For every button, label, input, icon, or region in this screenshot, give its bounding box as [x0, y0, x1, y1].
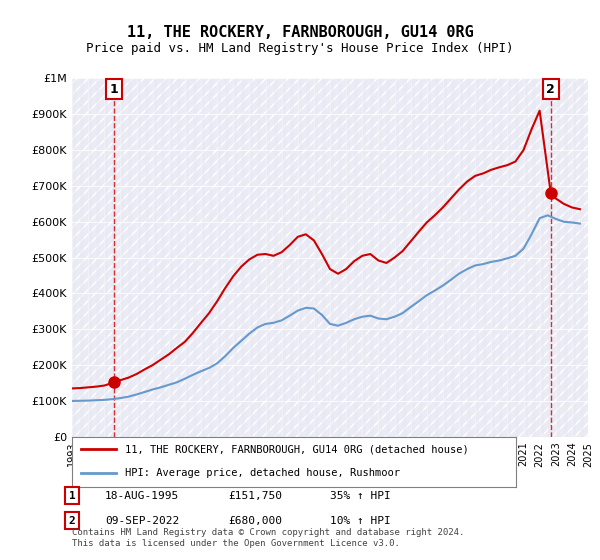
Text: 11, THE ROCKERY, FARNBOROUGH, GU14 0RG (detached house): 11, THE ROCKERY, FARNBOROUGH, GU14 0RG (… — [125, 445, 469, 454]
Bar — [330, 78, 334, 437]
Bar — [314, 78, 318, 437]
Bar — [193, 78, 197, 437]
Bar — [499, 78, 503, 437]
Bar — [354, 78, 358, 437]
Bar — [362, 78, 366, 437]
Bar — [225, 78, 229, 437]
Bar — [169, 78, 173, 437]
Bar — [161, 78, 165, 437]
Text: 09-SEP-2022: 09-SEP-2022 — [105, 516, 179, 526]
Bar — [338, 78, 342, 437]
Bar — [346, 78, 350, 437]
Bar — [410, 78, 415, 437]
Bar — [395, 78, 398, 437]
Bar — [250, 78, 253, 437]
Bar — [145, 78, 149, 437]
Text: £680,000: £680,000 — [228, 516, 282, 526]
Text: 10% ↑ HPI: 10% ↑ HPI — [330, 516, 391, 526]
Bar — [580, 78, 584, 437]
Bar — [104, 78, 108, 437]
Text: HPI: Average price, detached house, Rushmoor: HPI: Average price, detached house, Rush… — [125, 468, 400, 478]
Bar — [298, 78, 302, 437]
Bar — [548, 78, 552, 437]
Bar — [274, 78, 278, 437]
Bar — [241, 78, 245, 437]
Bar — [435, 78, 439, 437]
Bar — [306, 78, 310, 437]
Bar — [564, 78, 568, 437]
Text: Contains HM Land Registry data © Crown copyright and database right 2024.
This d: Contains HM Land Registry data © Crown c… — [72, 528, 464, 548]
Bar — [72, 78, 76, 437]
Text: 1: 1 — [110, 83, 119, 96]
Text: 1: 1 — [68, 491, 76, 501]
Bar — [201, 78, 205, 437]
Text: 18-AUG-1995: 18-AUG-1995 — [105, 491, 179, 501]
Bar — [539, 78, 544, 437]
Bar — [217, 78, 221, 437]
Bar — [532, 78, 536, 437]
Bar — [281, 78, 286, 437]
Text: Price paid vs. HM Land Registry's House Price Index (HPI): Price paid vs. HM Land Registry's House … — [86, 42, 514, 55]
Text: 2: 2 — [547, 83, 555, 96]
Bar — [386, 78, 391, 437]
Bar — [556, 78, 560, 437]
Text: £151,750: £151,750 — [228, 491, 282, 501]
Bar — [290, 78, 294, 437]
Bar — [523, 78, 527, 437]
Bar — [88, 78, 92, 437]
Bar — [128, 78, 133, 437]
Bar — [427, 78, 431, 437]
Bar — [137, 78, 140, 437]
Bar — [121, 78, 124, 437]
Bar — [233, 78, 237, 437]
Bar — [185, 78, 189, 437]
Bar — [152, 78, 157, 437]
Bar — [322, 78, 326, 437]
Bar — [177, 78, 181, 437]
Text: 35% ↑ HPI: 35% ↑ HPI — [330, 491, 391, 501]
Bar — [265, 78, 269, 437]
Bar — [379, 78, 382, 437]
Bar — [209, 78, 213, 437]
Bar — [419, 78, 423, 437]
Bar — [257, 78, 262, 437]
Bar — [370, 78, 374, 437]
Bar — [96, 78, 100, 437]
Bar — [112, 78, 116, 437]
Bar — [508, 78, 511, 437]
Bar — [515, 78, 520, 437]
Bar — [403, 78, 407, 437]
Bar — [491, 78, 495, 437]
Text: 2: 2 — [68, 516, 76, 526]
Bar — [483, 78, 487, 437]
Bar — [459, 78, 463, 437]
Bar — [467, 78, 471, 437]
Bar — [80, 78, 84, 437]
Bar — [572, 78, 576, 437]
Text: 11, THE ROCKERY, FARNBOROUGH, GU14 0RG: 11, THE ROCKERY, FARNBOROUGH, GU14 0RG — [127, 25, 473, 40]
Bar — [451, 78, 455, 437]
Bar — [475, 78, 479, 437]
Bar — [443, 78, 447, 437]
